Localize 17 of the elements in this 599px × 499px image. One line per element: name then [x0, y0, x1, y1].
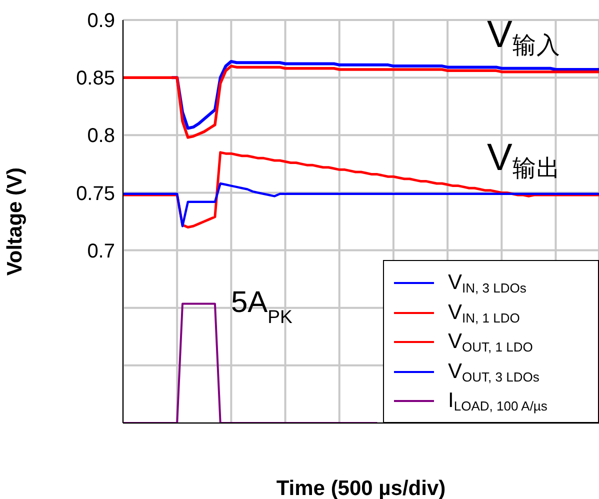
y-tick-label: 0.75: [76, 182, 115, 205]
annotation: V$_{输入}$: [487, 14, 560, 60]
legend-label: V$_{IN, 3 LDOs}$: [448, 271, 526, 296]
line-series: [123, 182, 599, 228]
legend-label: V$_{IN, 1 LDO}$: [448, 300, 520, 325]
y-tick-label: 0.85: [76, 68, 115, 90]
data-label: 5A$_{PK}$: [230, 286, 294, 326]
y-tick-label: 0.8: [87, 125, 115, 148]
y-tick-label: 0.7: [87, 240, 115, 262]
y-tick-label: 0.9: [87, 10, 115, 32]
x-axis-title: Time (500 µs/div): [276, 477, 446, 499]
legend-label: V$_{OUT, 3 LDOs}$: [448, 360, 540, 384]
annotation: V$_{输出}$: [487, 137, 560, 183]
y-axis-title: Voltage (V): [3, 167, 26, 276]
legend-label: I$_{LOAD, 100 A/µs}$: [448, 389, 548, 414]
legend-label: V$_{OUT, 1 LDO}$: [448, 330, 533, 354]
line-series: [123, 64, 599, 139]
